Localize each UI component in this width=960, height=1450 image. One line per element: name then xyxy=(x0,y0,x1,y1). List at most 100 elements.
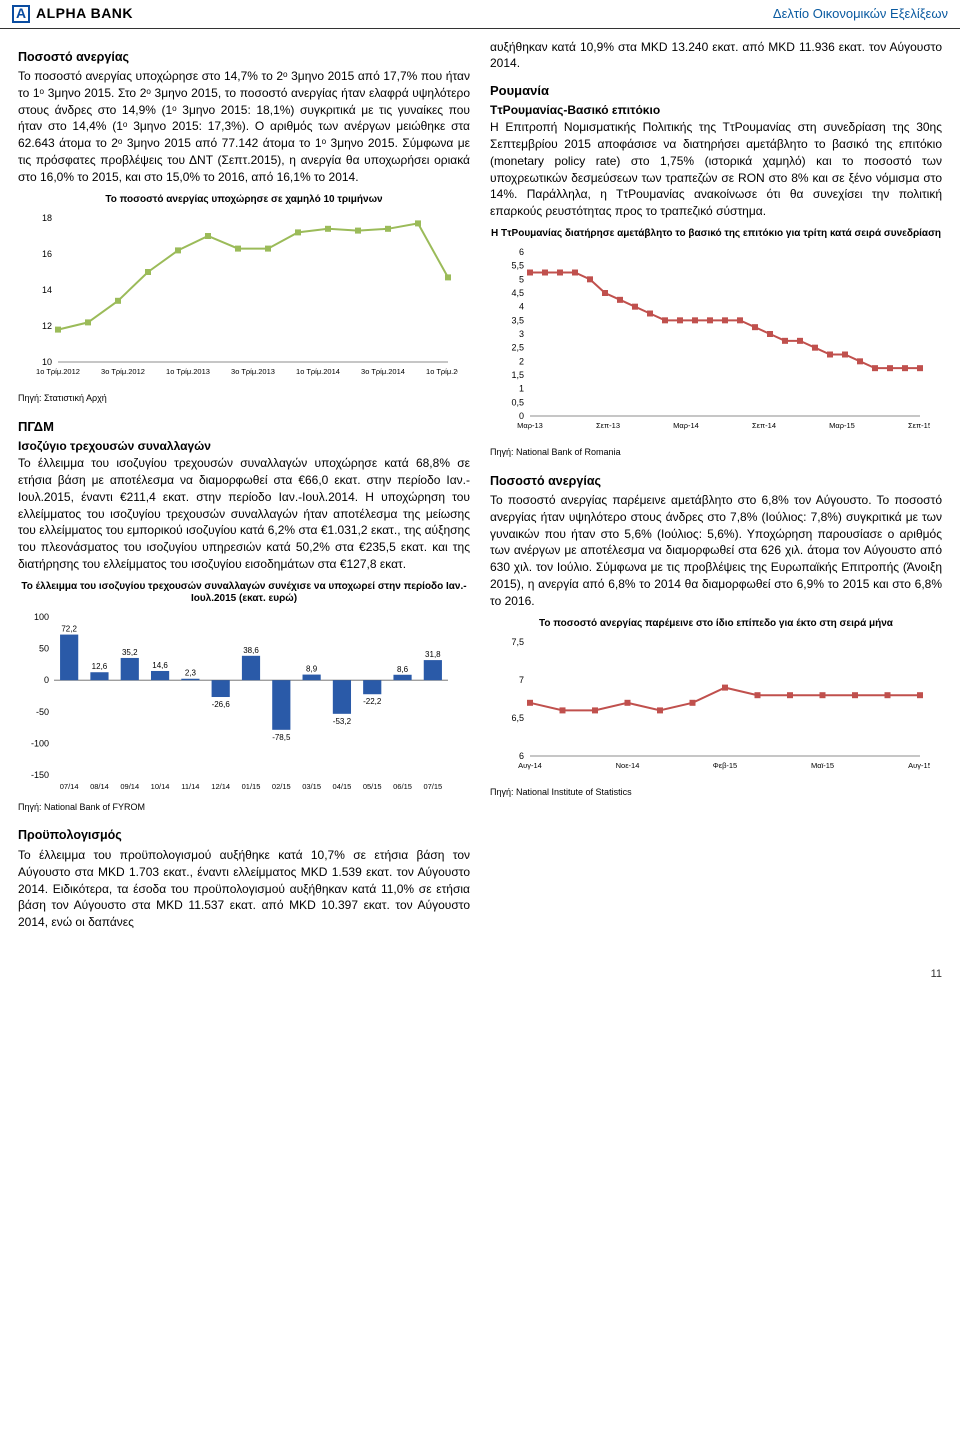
svg-text:0: 0 xyxy=(44,675,49,685)
svg-text:5: 5 xyxy=(519,274,524,284)
svg-text:35,2: 35,2 xyxy=(122,648,138,657)
chart2-source: Πηγή: National Bank of FYROM xyxy=(18,801,470,814)
sec-romania-unemp-title: Ποσοστό ανεργίας xyxy=(490,473,942,491)
chart4-title: Το ποσοστό ανεργίας παρέμεινε στο ίδιο ε… xyxy=(490,618,942,630)
logo-icon: A xyxy=(12,5,30,23)
chart-unemployment-kos: Το ποσοστό ανεργίας υποχώρησε σε χαμηλό … xyxy=(18,194,470,405)
right-top-body: αυξήθηκαν κατά 10,9% στα MKD 13.240 εκατ… xyxy=(490,39,942,73)
svg-text:2,5: 2,5 xyxy=(511,343,524,353)
svg-text:1ο Τρίμ.2015: 1ο Τρίμ.2015 xyxy=(426,367,458,376)
svg-text:8,6: 8,6 xyxy=(397,665,409,674)
svg-text:6,5: 6,5 xyxy=(511,713,524,723)
sec-pgdm-title: ΠΓΔΜ xyxy=(18,418,470,436)
svg-text:1ο Τρίμ.2012: 1ο Τρίμ.2012 xyxy=(36,367,80,376)
chart2-title: Το έλλειμμα του ισοζυγίου τρεχουσών συνα… xyxy=(18,581,470,605)
svg-text:-100: -100 xyxy=(31,738,49,748)
svg-text:-150: -150 xyxy=(31,770,49,780)
chart1-source: Πηγή: Στατιστική Αρχή xyxy=(18,392,470,405)
chart1-title: Το ποσοστό ανεργίας υποχώρησε σε χαμηλό … xyxy=(18,194,470,206)
sec-budget-title: Προϋπολογισμός xyxy=(18,827,470,845)
svg-text:06/15: 06/15 xyxy=(393,782,412,791)
sec-romania-unemp-body: Το ποσοστό ανεργίας παρέμεινε αμετάβλητο… xyxy=(490,492,942,610)
svg-text:100: 100 xyxy=(34,612,49,622)
svg-text:14: 14 xyxy=(42,285,52,295)
svg-text:01/15: 01/15 xyxy=(242,782,261,791)
svg-text:6: 6 xyxy=(519,247,524,257)
svg-text:Νοε-14: Νοε-14 xyxy=(616,761,640,770)
svg-text:18: 18 xyxy=(42,213,52,223)
svg-text:02/15: 02/15 xyxy=(272,782,291,791)
chart4-source: Πηγή: National Institute of Statistics xyxy=(490,786,942,799)
chart4-svg: 6 6,5 7 7,5 Αυγ-14 Νοε-14 Φεβ-15 Μαϊ-15 Αυγ-15 xyxy=(490,634,930,784)
svg-text:Σεπ-13: Σεπ-13 xyxy=(596,421,620,430)
svg-text:12/14: 12/14 xyxy=(211,782,230,791)
sec-unemployment-title: Ποσοστό ανεργίας xyxy=(18,49,470,67)
chart3-svg: 00,511,522,533,544,555,56Μαρ-13Σεπ-13Μαρ… xyxy=(490,244,930,444)
chart3-source: Πηγή: National Bank of Romania xyxy=(490,446,942,459)
sec-romania-sub: ΤτΡουμανίας-Βασικό επιτόκιο xyxy=(490,102,942,119)
svg-text:Μαρ-15: Μαρ-15 xyxy=(829,421,855,430)
svg-text:6: 6 xyxy=(519,751,524,761)
page-body: Ποσοστό ανεργίας Το ποσοστό ανεργίας υπο… xyxy=(0,29,960,957)
svg-text:7: 7 xyxy=(519,675,524,685)
svg-text:10: 10 xyxy=(42,357,52,367)
svg-text:07/14: 07/14 xyxy=(60,782,79,791)
svg-text:10/14: 10/14 xyxy=(151,782,170,791)
svg-text:72,2: 72,2 xyxy=(61,624,77,633)
svg-text:2,3: 2,3 xyxy=(185,669,197,678)
svg-text:11/14: 11/14 xyxy=(181,782,199,791)
svg-text:1,5: 1,5 xyxy=(511,370,524,380)
svg-text:07/15: 07/15 xyxy=(423,782,442,791)
chart-romania-rate: Η ΤτΡουμανίας διατήρησε αμετάβλητο το βα… xyxy=(490,228,942,459)
sec-pgdm-body: Το έλλειμμα του ισοζυγίου τρεχουσών συνα… xyxy=(18,455,470,573)
page-header: A ALPHA BANK Δελτίο Οικονομικών Εξελίξεω… xyxy=(0,0,960,29)
svg-text:04/15: 04/15 xyxy=(333,782,352,791)
sec-romania-title: Ρουμανία xyxy=(490,82,942,100)
svg-text:38,6: 38,6 xyxy=(243,646,259,655)
svg-text:4: 4 xyxy=(519,302,524,312)
svg-text:-53,2: -53,2 xyxy=(333,717,352,726)
svg-text:Αυγ-15: Αυγ-15 xyxy=(908,761,930,770)
sec-romania-body: Η Επιτροπή Νομισματικής Πολιτικής της Ττ… xyxy=(490,119,942,220)
page-number: 11 xyxy=(0,957,960,992)
svg-text:7,5: 7,5 xyxy=(511,637,524,647)
svg-text:0: 0 xyxy=(519,411,524,421)
svg-text:3: 3 xyxy=(519,329,524,339)
bank-name: ALPHA BANK xyxy=(36,4,133,24)
svg-text:4,5: 4,5 xyxy=(511,288,524,298)
svg-text:Σεπ-15: Σεπ-15 xyxy=(908,421,930,430)
chart3-title: Η ΤτΡουμανίας διατήρησε αμετάβλητο το βα… xyxy=(490,228,942,240)
svg-text:03/15: 03/15 xyxy=(302,782,321,791)
svg-text:5,5: 5,5 xyxy=(511,261,524,271)
svg-text:Αυγ-14: Αυγ-14 xyxy=(518,761,542,770)
svg-text:3ο Τρίμ.2014: 3ο Τρίμ.2014 xyxy=(361,367,405,376)
svg-text:8,9: 8,9 xyxy=(306,664,318,673)
svg-text:-78,5: -78,5 xyxy=(272,733,291,742)
svg-text:05/15: 05/15 xyxy=(363,782,382,791)
svg-text:-50: -50 xyxy=(36,707,49,717)
svg-text:Μαϊ-15: Μαϊ-15 xyxy=(811,761,834,770)
right-column: αυξήθηκαν κατά 10,9% στα MKD 13.240 εκατ… xyxy=(490,39,942,937)
bank-logo: A ALPHA BANK xyxy=(12,4,133,24)
svg-text:1: 1 xyxy=(519,384,524,394)
sec-unemployment-body: Το ποσοστό ανεργίας υποχώρησε στο 14,7% … xyxy=(18,68,470,186)
svg-text:Φεβ-15: Φεβ-15 xyxy=(713,761,737,770)
svg-text:31,8: 31,8 xyxy=(425,650,441,659)
svg-text:1ο Τρίμ.2014: 1ο Τρίμ.2014 xyxy=(296,367,340,376)
sec-budget-body: Το έλλειμμα του προϋπολογισμού αυξήθηκε … xyxy=(18,847,470,931)
svg-text:Σεπ-14: Σεπ-14 xyxy=(752,421,776,430)
svg-text:3ο Τρίμ.2012: 3ο Τρίμ.2012 xyxy=(101,367,145,376)
svg-text:08/14: 08/14 xyxy=(90,782,109,791)
svg-text:12: 12 xyxy=(42,321,52,331)
svg-text:Μαρ-14: Μαρ-14 xyxy=(673,421,699,430)
chart-current-account: Το έλλειμμα του ισοζυγίου τρεχουσών συνα… xyxy=(18,581,470,814)
sec-pgdm-sub: Ισοζύγιο τρεχουσών συναλλαγών xyxy=(18,438,470,455)
bulletin-title: Δελτίο Οικονομικών Εξελίξεων xyxy=(773,5,948,23)
chart1-svg: 10121416181ο Τρίμ.20123ο Τρίμ.20121ο Τρί… xyxy=(18,210,458,390)
svg-text:3,5: 3,5 xyxy=(511,315,524,325)
chart2-svg: -150-100-5005010072,212,635,214,62,3-26,… xyxy=(18,609,458,799)
chart-romania-unemp: Το ποσοστό ανεργίας παρέμεινε στο ίδιο ε… xyxy=(490,618,942,799)
svg-text:-26,6: -26,6 xyxy=(212,700,231,709)
svg-text:Μαρ-13: Μαρ-13 xyxy=(517,421,543,430)
svg-text:2: 2 xyxy=(519,356,524,366)
